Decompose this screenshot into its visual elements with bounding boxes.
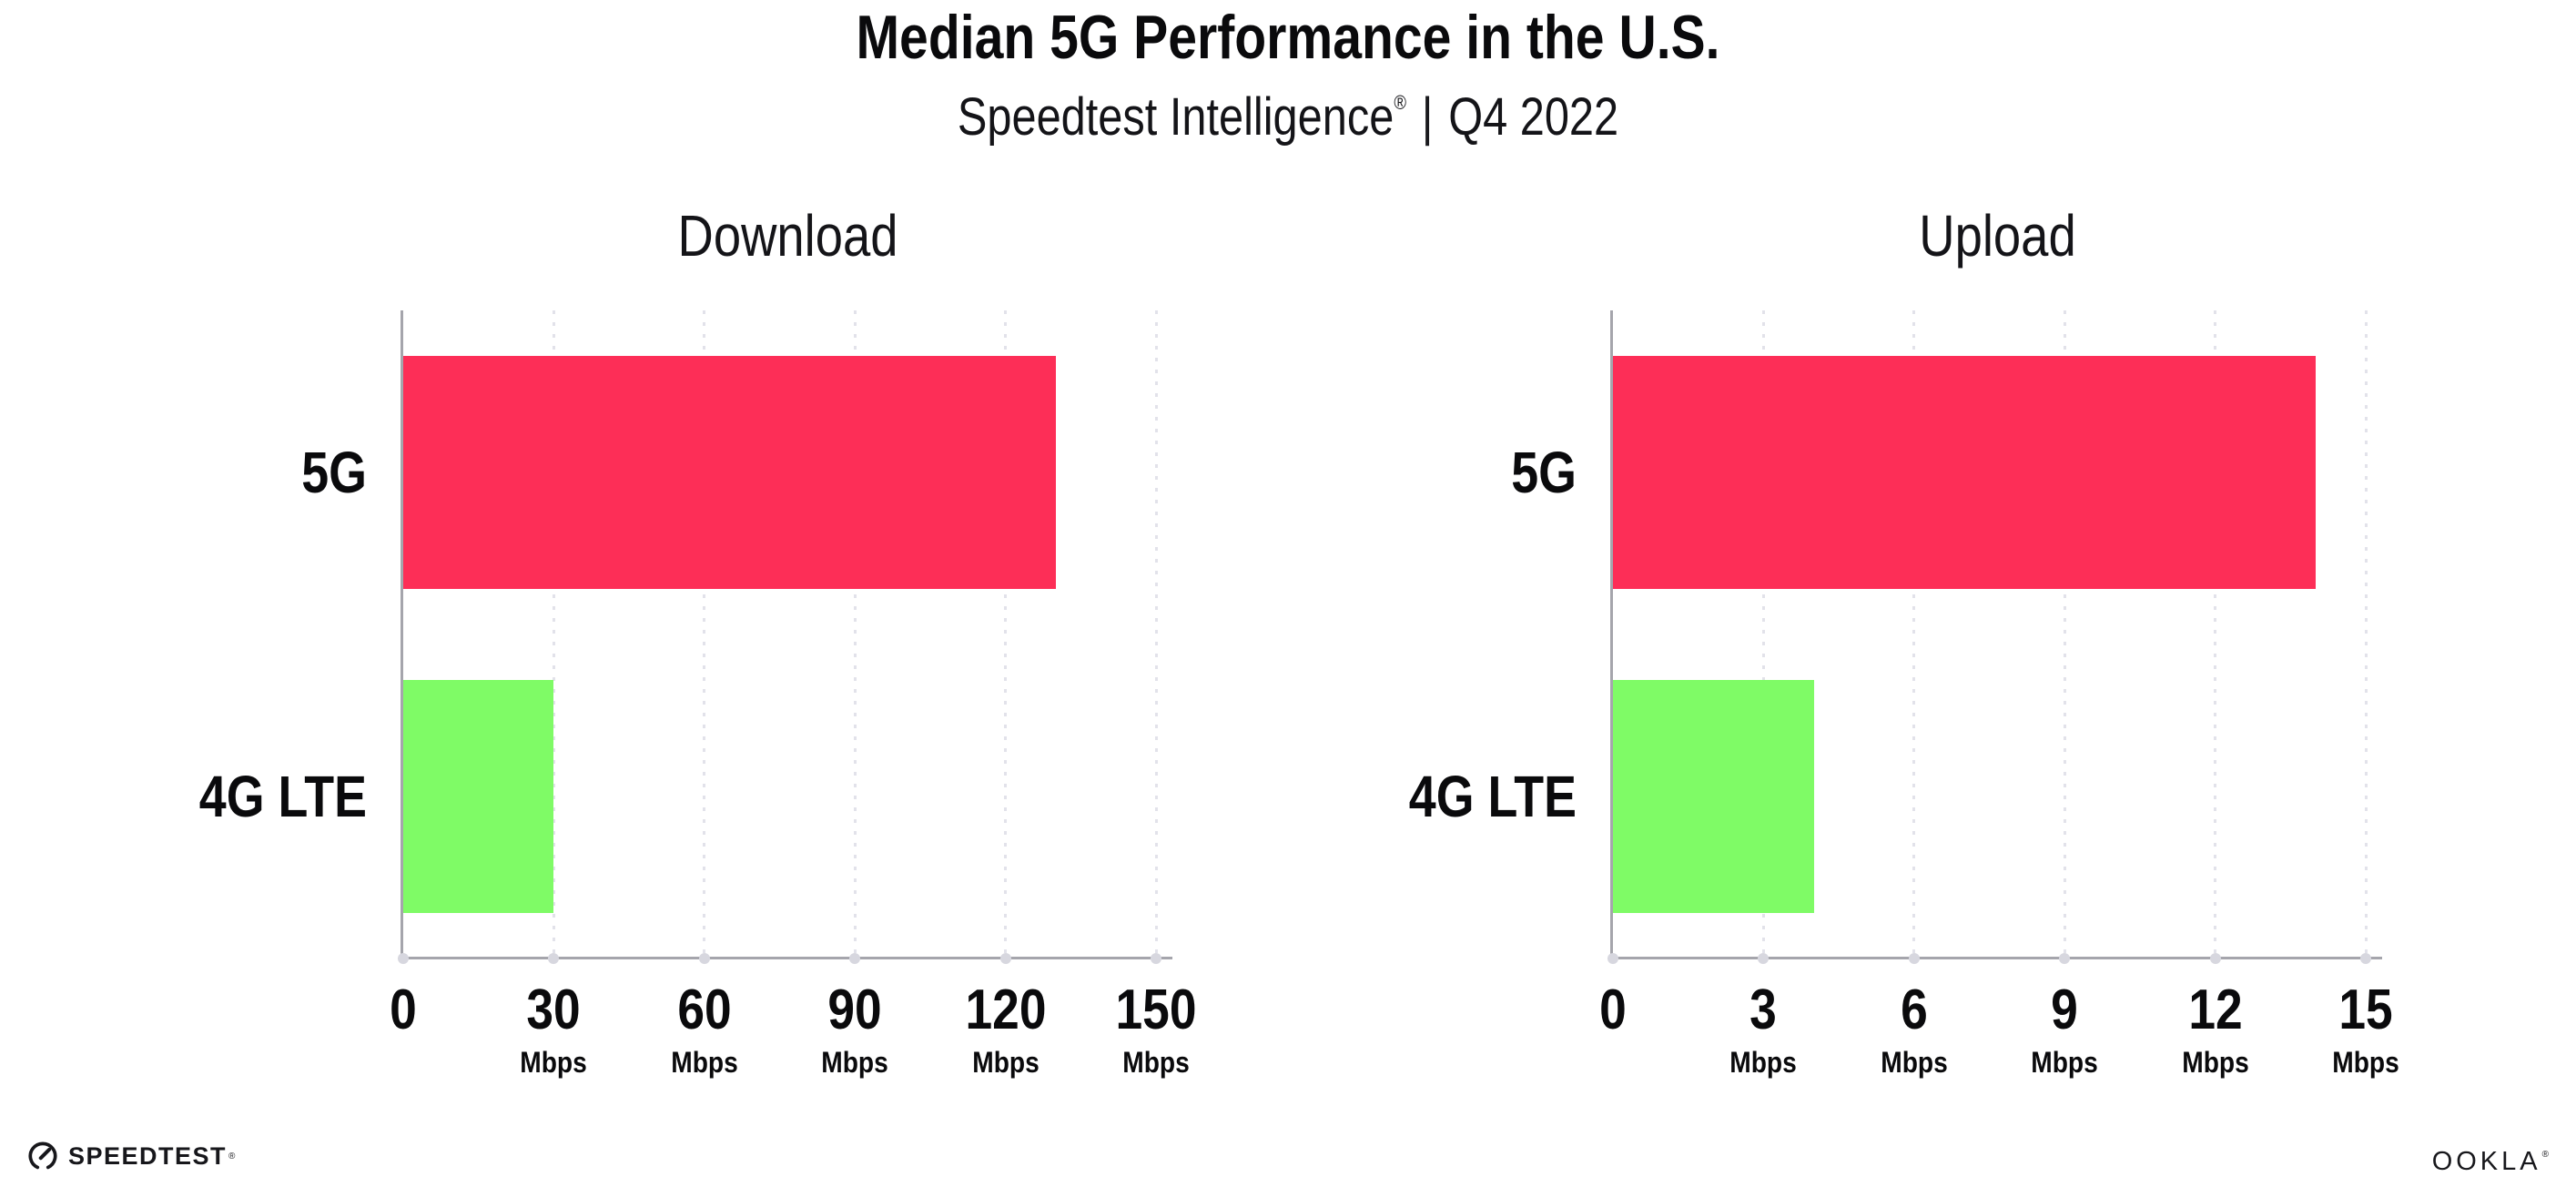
category-label-4g-lte: 4G LTE [1408,764,1577,829]
gridline-60-mbps [703,310,706,957]
chart-title-download: Download [677,203,898,269]
tick-unit-120: Mbps [971,1046,1040,1079]
gridline-9-mbps [2063,310,2066,957]
gridline-6-mbps [1912,310,1916,957]
bar-4g-lte [403,680,554,913]
tick-unit-9: Mbps [2031,1046,2098,1079]
y-axis [401,310,403,959]
gridline-12-mbps [2214,310,2217,957]
speedtest-registered-mark: ® [228,1151,236,1161]
tick-mark-15 [2360,953,2371,964]
tick-label-0: 0 [390,979,417,1041]
tick-label-90: 90 [827,979,882,1041]
tick-label-9: 9 [2051,979,2079,1041]
tick-mark-3 [1758,953,1770,964]
tick-mark-150 [1151,953,1161,964]
gridline-90-mbps [853,310,857,957]
tick-label-120: 120 [965,979,1047,1041]
y-axis [1610,310,1613,959]
speedtest-logo: SPEEDTEST ® [27,1134,235,1178]
gridline-150-mbps [1154,310,1158,957]
x-axis [1610,957,2382,959]
page-subtitle: Speedtest Intelligence® | Q4 2022 [206,75,2369,146]
tick-label-6: 6 [1900,979,1928,1041]
tick-mark-90 [849,953,861,964]
tick-unit-6: Mbps [1881,1046,1948,1079]
tick-mark-120 [999,953,1011,964]
page-title: Median 5G Performance in the U.S. [856,3,1720,72]
x-axis [401,957,1172,959]
tick-mark-9 [2059,953,2071,964]
speedtest-logo-text: SPEEDTEST [68,1141,228,1170]
gridline-30-mbps [552,310,555,957]
tick-unit-30: Mbps [520,1046,588,1079]
tick-unit-3: Mbps [1729,1046,1798,1079]
tick-label-60: 60 [677,979,732,1041]
category-label-5g: 5G [301,440,367,505]
gridline-15-mbps [2364,310,2368,957]
tick-mark-0 [398,953,409,964]
tick-label-12: 12 [2187,979,2243,1041]
ookla-logo-text: OOKLA [2431,1147,2541,1176]
bar-4g-lte [1613,680,1814,913]
category-label-4g-lte: 4G LTE [198,764,367,829]
subtitle-brand: Speedtest Intelligence [957,87,1394,147]
tick-mark-30 [548,953,560,964]
subtitle-registered-mark: ® [1394,91,1406,114]
tick-label-30: 30 [526,979,582,1041]
speedtest-gauge-icon [28,1141,57,1170]
tick-unit-15: Mbps [2332,1046,2399,1079]
ookla-registered-mark: ® [2541,1150,2552,1160]
tick-label-0: 0 [1599,979,1627,1041]
tick-label-150: 150 [1115,979,1197,1041]
tick-mark-6 [1908,953,1920,964]
bar-5g [403,356,1056,589]
tick-label-15: 15 [2338,979,2393,1041]
tick-label-3: 3 [1749,979,1778,1041]
tick-unit-90: Mbps [821,1046,888,1079]
gridline-120-mbps [1004,310,1008,957]
chart-title-upload: Upload [1919,203,2076,269]
subtitle-separator: | [1421,87,1434,147]
tick-mark-12 [2209,953,2221,964]
subtitle-period: Q4 2022 [1448,87,1619,147]
gridline-3-mbps [1761,310,1765,957]
tick-mark-0 [1607,953,1618,964]
ookla-logo: OOKLA® [2432,1141,2552,1175]
tick-unit-60: Mbps [671,1046,738,1079]
category-label-5g: 5G [1511,440,1577,505]
bar-5g [1613,356,2316,589]
tick-unit-150: Mbps [1122,1046,1190,1079]
tick-unit-12: Mbps [2181,1046,2249,1079]
tick-mark-60 [698,953,710,964]
